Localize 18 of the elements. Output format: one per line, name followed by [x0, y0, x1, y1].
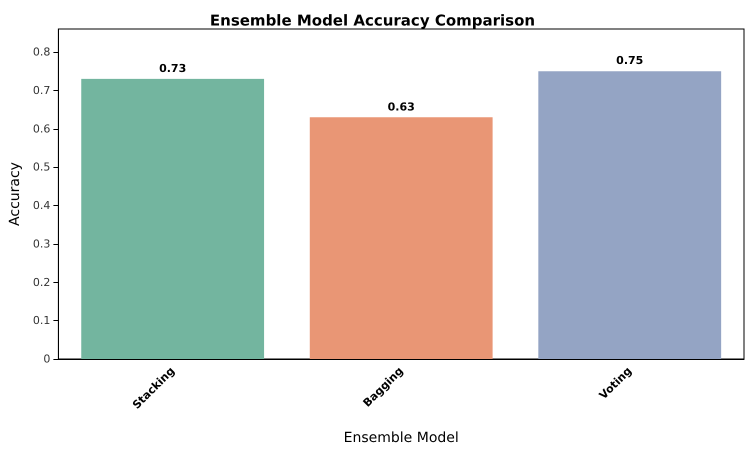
chart-title: Ensemble Model Accuracy Comparison	[210, 12, 536, 30]
data-label: 0.73	[159, 62, 186, 75]
x-axis-title: Ensemble Model	[344, 430, 459, 446]
data-label: 0.63	[388, 100, 415, 114]
data-label: 0.75	[616, 54, 644, 68]
y-tick-label: 0.3	[32, 237, 50, 250]
bar	[538, 71, 722, 359]
bar	[81, 78, 264, 359]
y-tick-label: 0	[43, 352, 50, 366]
y-tick-label: 0.2	[32, 276, 50, 289]
bar	[310, 117, 493, 359]
y-tick-label: 0.7	[32, 84, 50, 97]
y-tick-label: 0.1	[32, 314, 50, 328]
y-tick-label: 0.8	[32, 46, 50, 59]
y-tick-label: 0.5	[32, 160, 50, 174]
y-axis-title: Accuracy	[7, 162, 23, 226]
y-tick-label: 0.6	[32, 122, 50, 136]
y-tick-label: 0.4	[32, 199, 50, 212]
